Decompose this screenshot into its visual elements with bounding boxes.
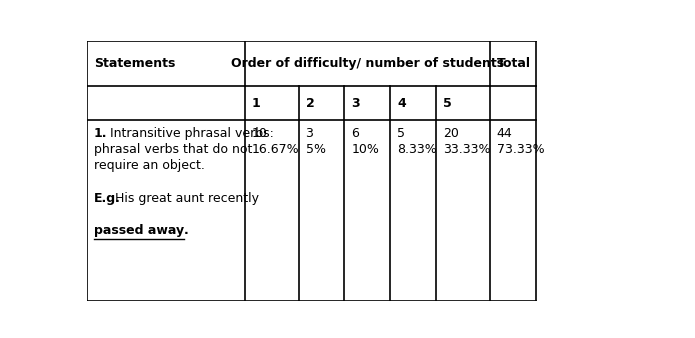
Text: 5: 5 [397, 127, 405, 140]
Text: .: . [184, 224, 189, 237]
Text: 33.33%: 33.33% [443, 143, 491, 156]
Text: 2: 2 [306, 97, 314, 110]
Text: 73.33%: 73.33% [497, 143, 544, 156]
Text: His great aunt recently: His great aunt recently [111, 192, 259, 205]
Text: Intransitive phrasal verbs:: Intransitive phrasal verbs: [106, 127, 274, 140]
Text: 6: 6 [352, 127, 359, 140]
Text: Order of difficulty/ number of students: Order of difficulty/ number of students [231, 57, 504, 70]
Text: 5: 5 [443, 97, 452, 110]
Text: Statements: Statements [94, 57, 175, 70]
Text: 20: 20 [443, 127, 459, 140]
Text: passed away: passed away [94, 224, 184, 237]
Text: 8.33%: 8.33% [397, 143, 437, 156]
Text: 1.: 1. [94, 127, 107, 140]
Text: 16.67%: 16.67% [252, 143, 300, 156]
Text: phrasal verbs that do not: phrasal verbs that do not [94, 143, 252, 156]
Text: require an object.: require an object. [94, 160, 205, 172]
Text: 10%: 10% [352, 143, 379, 156]
Text: Total: Total [497, 57, 531, 70]
Text: 5%: 5% [306, 143, 325, 156]
Text: 10: 10 [252, 127, 268, 140]
Text: E.g.: E.g. [94, 192, 121, 205]
Text: 1: 1 [252, 97, 261, 110]
Text: 4: 4 [397, 97, 406, 110]
Text: 44: 44 [497, 127, 512, 140]
Text: 3: 3 [306, 127, 313, 140]
Text: 3: 3 [352, 97, 360, 110]
